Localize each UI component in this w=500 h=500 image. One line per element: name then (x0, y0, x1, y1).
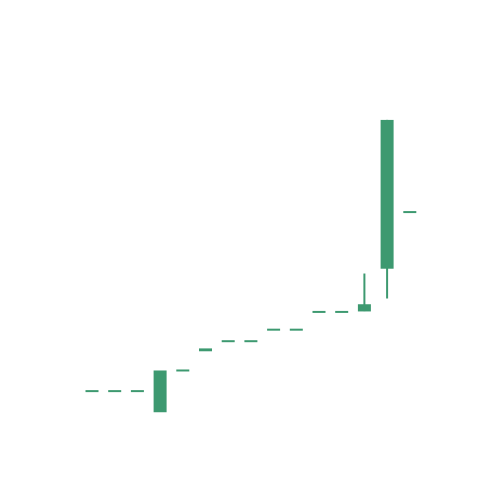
candle (335, 310, 349, 313)
candle (153, 370, 167, 413)
candle-body (380, 119, 394, 269)
candle (312, 310, 326, 313)
candle-body (176, 369, 190, 372)
candle (403, 211, 417, 214)
candle (267, 328, 281, 331)
candle-body (357, 304, 371, 312)
candle (130, 390, 144, 393)
candle (357, 273, 371, 312)
candle-body (153, 370, 167, 413)
candle-body (108, 390, 122, 393)
candle (176, 369, 190, 372)
candle-body (335, 310, 349, 313)
candle-body (312, 310, 326, 313)
candle-body (267, 328, 281, 331)
candle-body (244, 340, 258, 343)
candle (221, 340, 235, 343)
candle (199, 348, 212, 352)
candle-body (85, 390, 99, 393)
candle (244, 340, 258, 343)
candle-body (130, 390, 144, 393)
candle-body (289, 328, 303, 331)
candle-body (403, 211, 417, 214)
candle (85, 390, 99, 393)
candle-body (221, 340, 235, 343)
candle (289, 328, 303, 331)
candle (108, 390, 122, 393)
candle (380, 119, 394, 299)
candle-body (199, 348, 212, 352)
